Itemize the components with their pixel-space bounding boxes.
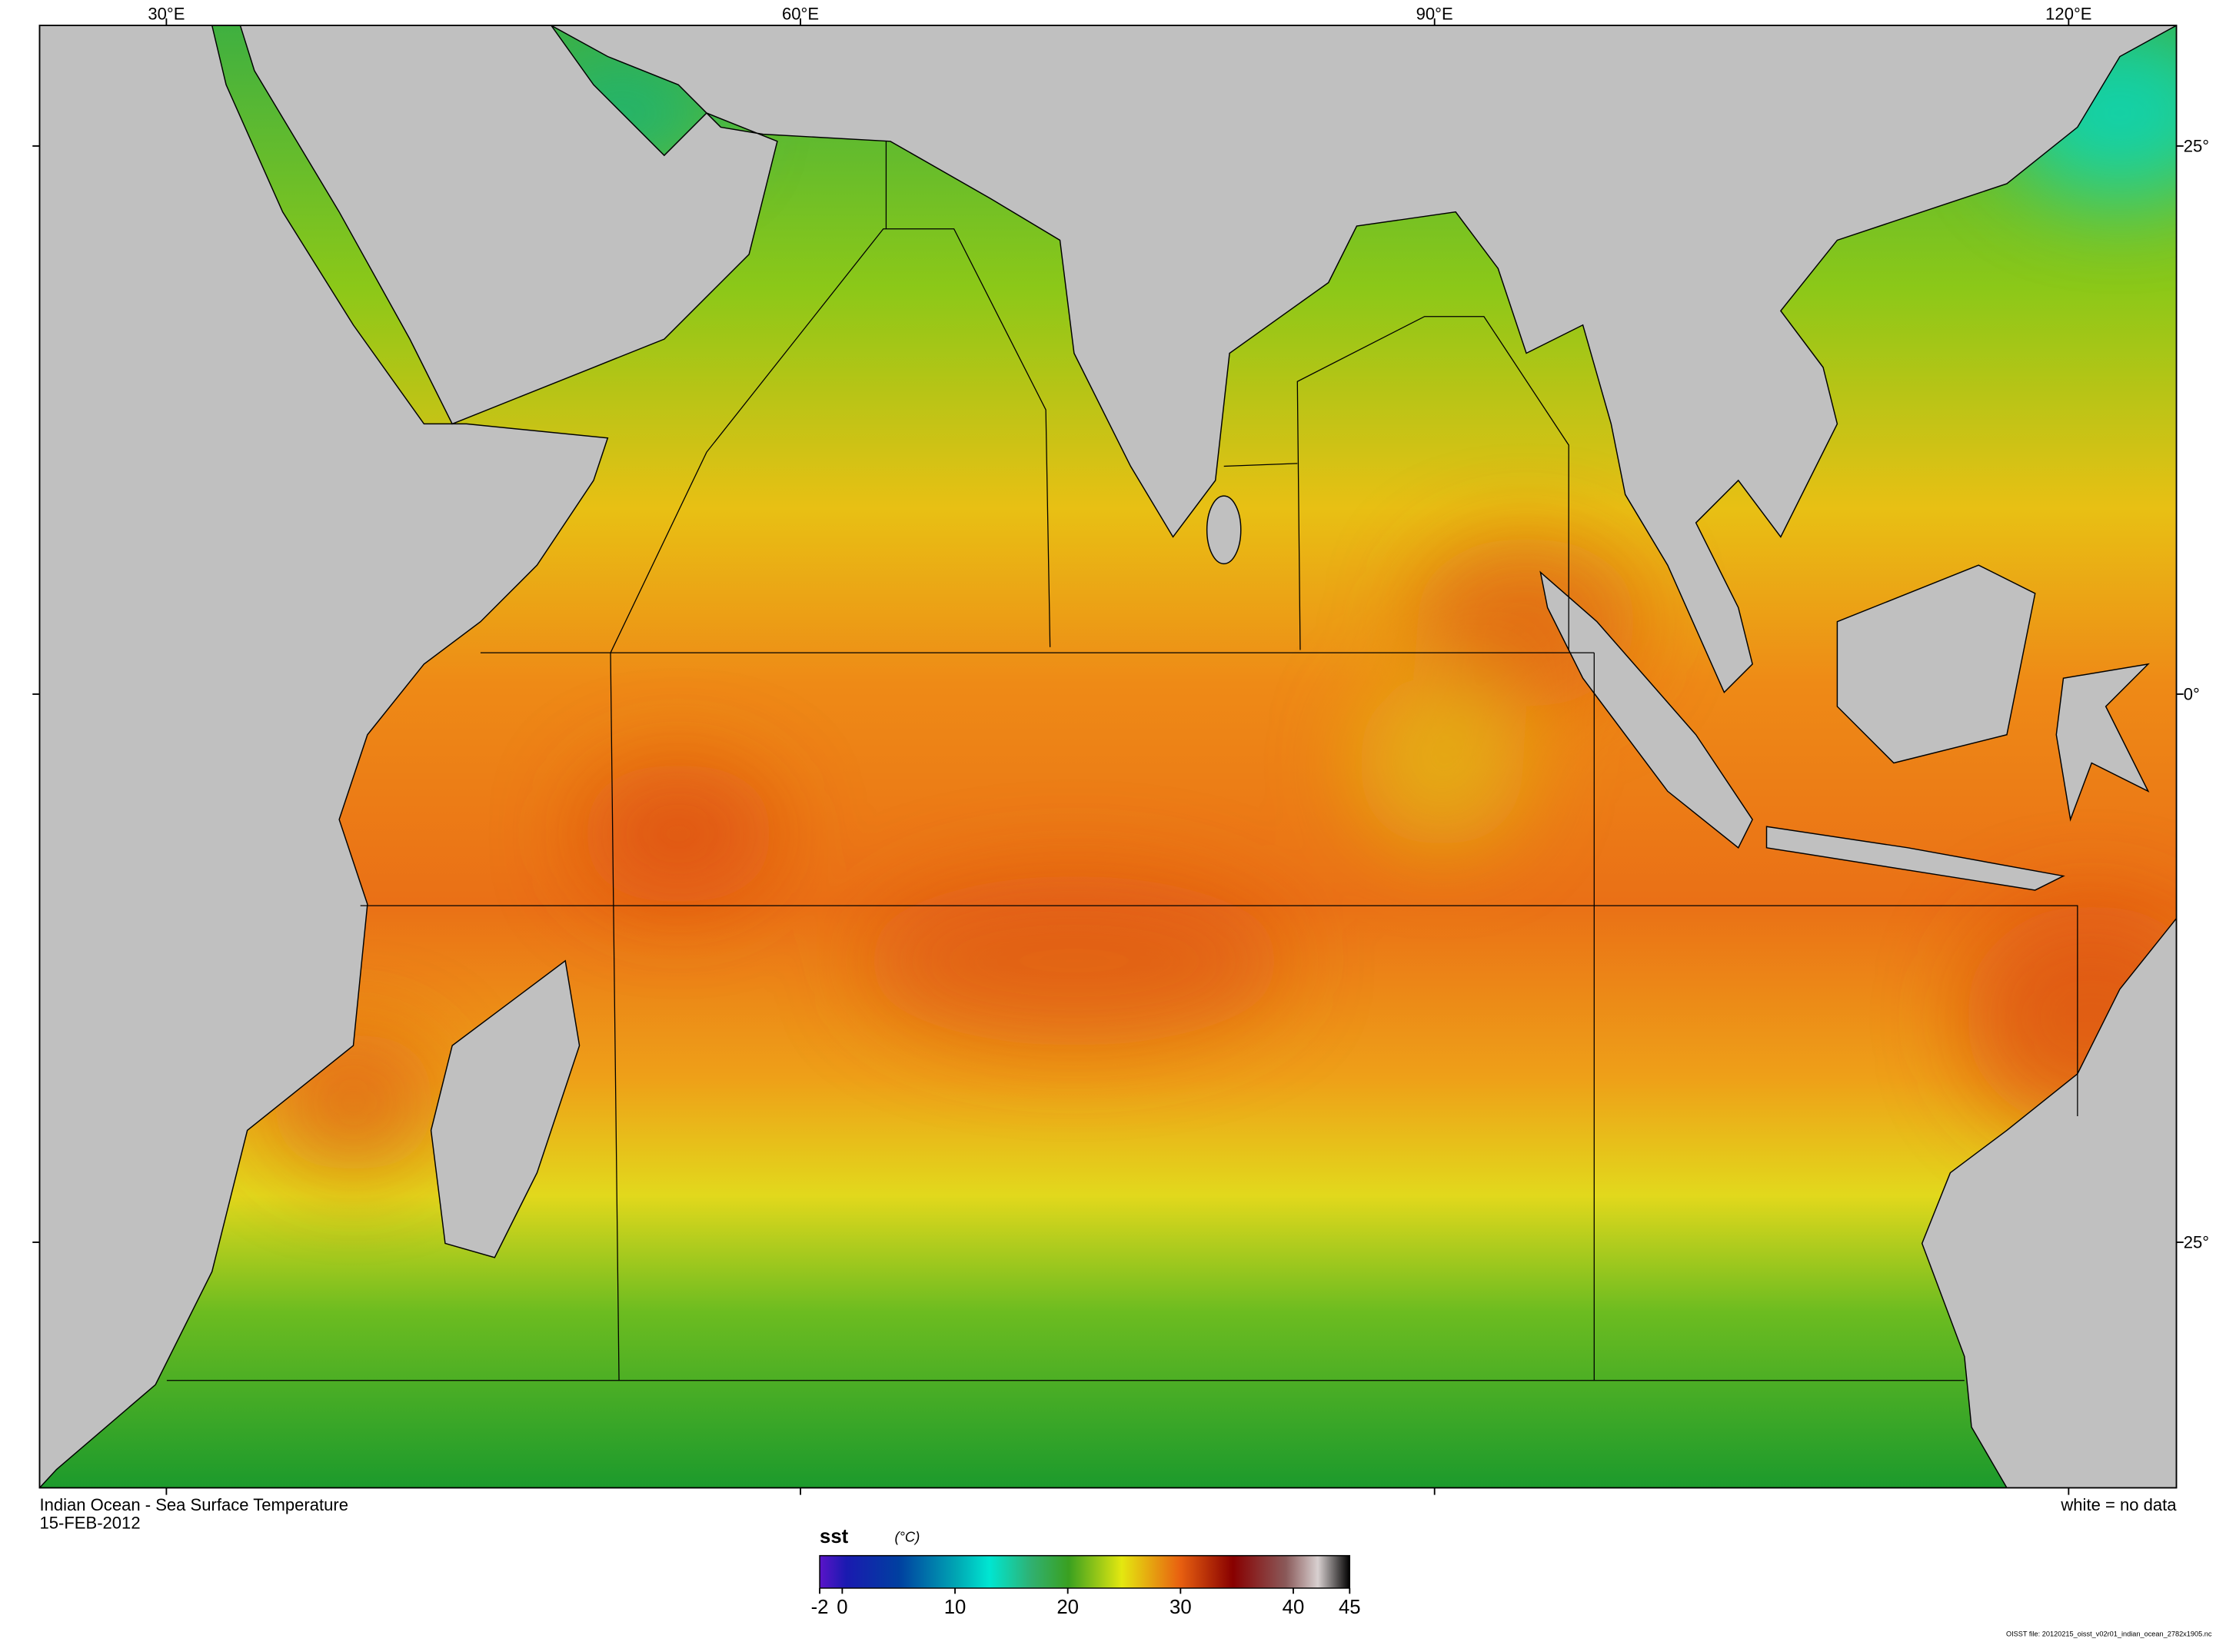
map-axes: 30°E 60°E 90°E 120°E 25° 0° 25° xyxy=(32,5,2209,1495)
lat-tick-label: 25° xyxy=(2184,1232,2209,1251)
land-australia xyxy=(1921,917,2177,1488)
land-java xyxy=(1765,826,2065,891)
colorbar-variable: sst xyxy=(820,1526,849,1547)
map-date: 15-FEB-2012 xyxy=(39,1514,140,1533)
lon-tick-label: 120°E xyxy=(2045,5,2091,24)
land-madagascar xyxy=(430,959,581,1258)
map-title: Indian Ocean - Sea Surface Temperature xyxy=(39,1495,348,1514)
land-asia xyxy=(239,25,2177,693)
lon-tick-label: 90°E xyxy=(1416,5,1453,24)
colorbar-tick-label: -2 xyxy=(811,1597,829,1618)
land-sumatra xyxy=(1539,570,1753,849)
colorbar-scale xyxy=(819,1554,1351,1589)
land-borneo xyxy=(1836,564,2036,764)
map-frame xyxy=(38,25,2178,1489)
colorbar-tick-label: 30 xyxy=(1170,1597,1192,1618)
region-boundaries xyxy=(166,141,2078,1381)
colorbar-tick-label: 10 xyxy=(944,1597,967,1618)
colorbar-tick-label: 20 xyxy=(1056,1597,1079,1618)
land-sulawesi xyxy=(2055,663,2150,822)
lat-tick-label: 25° xyxy=(2184,136,2209,155)
lat-tick-label: 0° xyxy=(2184,684,2200,703)
colorbar-tick-label: 40 xyxy=(1283,1597,1305,1618)
colorbar: -2 0 10 20 30 40 45 xyxy=(811,1554,1361,1618)
land-sri-lanka xyxy=(1206,495,1242,565)
land-africa xyxy=(39,25,609,1488)
map-area xyxy=(39,25,2177,1488)
no-data-note: white = no data xyxy=(2060,1495,2177,1514)
colorbar-tick-label: 0 xyxy=(837,1597,847,1618)
lon-tick-label: 30°E xyxy=(148,5,185,24)
lon-tick-label: 60°E xyxy=(782,5,819,24)
colorbar-tick-label: 45 xyxy=(1339,1597,1361,1618)
file-note: OISST file: 20120215_oisst_v02r01_indian… xyxy=(2006,1630,2212,1637)
colorbar-unit: (°C) xyxy=(894,1528,920,1544)
